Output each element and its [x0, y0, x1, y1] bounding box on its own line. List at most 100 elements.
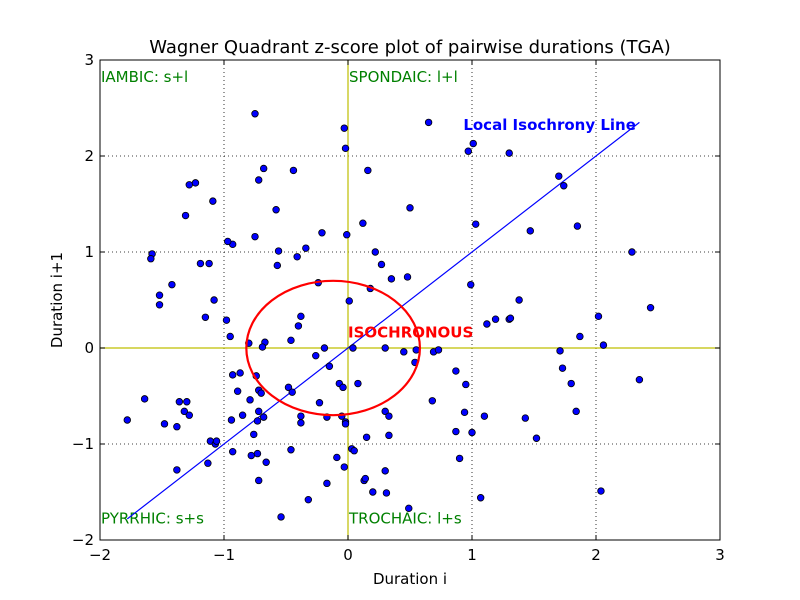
data-point — [181, 211, 190, 220]
data-point — [247, 451, 255, 460]
data-point — [345, 297, 353, 305]
data-point — [323, 479, 331, 488]
data-point — [387, 275, 396, 283]
data-points — [123, 110, 655, 521]
data-point — [196, 259, 205, 268]
data-point — [556, 347, 564, 355]
data-point — [140, 395, 149, 403]
data-point — [628, 248, 636, 256]
data-point — [594, 312, 603, 321]
data-point — [294, 322, 303, 330]
x-tick-label: 0 — [343, 546, 353, 564]
data-point — [191, 179, 200, 187]
data-point — [304, 495, 313, 504]
data-point — [257, 389, 265, 397]
data-point — [464, 147, 472, 155]
data-point — [576, 332, 584, 341]
quadrant-label: IAMBIC: s+l — [101, 68, 188, 86]
x-tick-label: 1 — [467, 546, 477, 564]
data-point — [155, 301, 164, 309]
data-point — [340, 463, 348, 471]
data-point — [205, 259, 213, 268]
data-point — [226, 332, 234, 341]
data-point — [452, 367, 460, 375]
data-point — [318, 229, 326, 237]
data-point — [180, 407, 189, 416]
quadrant-labels: IAMBIC: s+l SPONDAIC: l+l PYRRHIC: s+s TROC… — [101, 68, 462, 528]
data-point — [227, 416, 236, 424]
data-point — [185, 411, 193, 419]
data-point — [258, 343, 267, 351]
data-point — [412, 346, 420, 354]
quadrant-label: SPONDAIC: l+l — [349, 68, 458, 86]
data-point — [635, 375, 644, 384]
data-point — [297, 312, 305, 321]
data-point — [287, 336, 295, 345]
data-point — [277, 513, 285, 521]
x-tick-label: 3 — [715, 546, 725, 564]
y-tick-label: 2 — [84, 147, 94, 165]
data-point — [480, 412, 489, 420]
data-point — [341, 420, 350, 428]
data-point — [255, 176, 263, 184]
data-point — [377, 260, 386, 269]
data-point — [253, 449, 262, 458]
data-point — [646, 303, 655, 312]
data-point — [476, 494, 485, 502]
data-point — [147, 255, 155, 263]
y-tick-label: −2 — [72, 531, 94, 549]
data-point — [123, 416, 131, 424]
data-point — [428, 397, 437, 405]
data-point — [505, 149, 513, 157]
data-point — [168, 280, 176, 289]
data-point — [297, 419, 305, 427]
data-point — [506, 314, 515, 322]
data-point — [364, 166, 372, 175]
data-point — [209, 197, 217, 205]
data-point — [521, 414, 530, 422]
data-point — [515, 296, 523, 304]
data-point — [288, 388, 296, 396]
data-point — [555, 172, 563, 180]
data-point — [340, 124, 348, 132]
data-point — [361, 474, 370, 483]
data-point — [362, 433, 371, 441]
data-point — [212, 437, 221, 445]
data-point — [560, 182, 568, 190]
data-point — [526, 227, 534, 235]
y-tick-label: 0 — [84, 339, 94, 357]
quadrant-label: TROCHAIC: l+s — [348, 510, 462, 528]
isochronous-region-group: ISOCHRONOUS — [245, 279, 473, 417]
data-point — [460, 408, 469, 417]
data-point — [468, 428, 476, 437]
data-point — [222, 316, 231, 324]
data-point — [251, 110, 259, 118]
isochrony-line-label: Local Isochrony Line — [463, 116, 636, 134]
data-point — [251, 232, 259, 241]
data-point — [259, 164, 268, 173]
y-tick-label: −1 — [72, 435, 94, 453]
isochrony-line — [126, 121, 640, 520]
data-point — [155, 291, 164, 299]
data-point — [246, 396, 254, 404]
data-point — [359, 219, 367, 227]
y-axis-label: Duration i+1 — [48, 252, 66, 348]
data-point — [400, 348, 408, 356]
data-point — [255, 407, 263, 416]
data-point — [381, 407, 389, 416]
data-point — [253, 417, 262, 425]
isochrony-line-group: Local Isochrony Line — [126, 116, 640, 520]
data-point — [467, 280, 475, 289]
data-point — [160, 420, 169, 428]
data-point — [434, 346, 443, 354]
plot-frame — [99, 59, 721, 541]
data-point — [599, 341, 608, 349]
data-point — [349, 344, 357, 352]
data-point — [491, 315, 500, 323]
data-point — [354, 379, 362, 388]
data-point — [403, 273, 412, 281]
data-point — [228, 447, 237, 456]
quadrant-label: PYRRHIC: s+s — [101, 510, 204, 528]
